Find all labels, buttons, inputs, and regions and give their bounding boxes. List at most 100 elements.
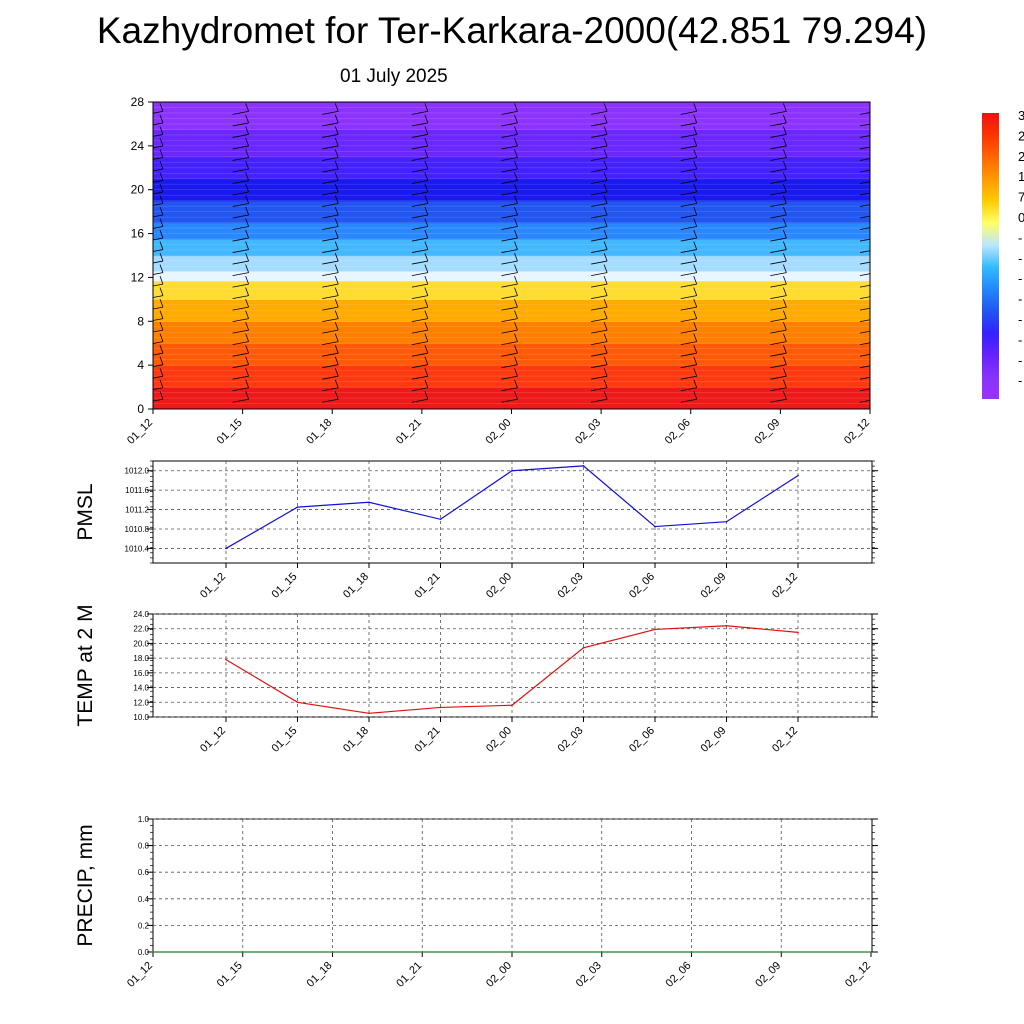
y-tick-label: 24.0 <box>133 610 149 619</box>
wind-barb <box>770 287 787 300</box>
wind-barb-flag <box>245 333 249 342</box>
wind-barb-flag <box>245 229 249 239</box>
wind-barb-shaft <box>501 295 518 300</box>
x-tick-label: 02_00 <box>484 571 514 601</box>
temperature-band-12 <box>153 156 870 180</box>
wind-barb <box>770 391 787 403</box>
wind-barb-flag <box>783 333 787 342</box>
wind-barb-shaft <box>501 352 518 357</box>
wind-barb-shaft <box>859 112 870 115</box>
wind-barb-flag <box>873 391 876 399</box>
wind-barb-shaft <box>591 249 608 253</box>
wind-barb <box>232 345 249 357</box>
wind-barb-shaft <box>859 319 870 323</box>
wind-barb <box>859 181 870 184</box>
wind-barb <box>770 206 787 219</box>
wind-barb-shaft <box>322 272 339 276</box>
wind-barb-shaft <box>859 365 870 369</box>
wind-barb <box>232 241 249 253</box>
x-tick-label: 01_21 <box>394 960 424 990</box>
y-tick-label: 0.4 <box>138 895 150 904</box>
colorbar-label: - <box>1018 332 1022 347</box>
wind-barb <box>859 227 870 230</box>
wind-barb-flag <box>159 137 164 147</box>
wind-barb <box>501 103 518 115</box>
wind-barb-shaft <box>232 260 249 265</box>
wind-barb-flag <box>783 160 787 170</box>
wind-barb-shaft <box>232 122 249 127</box>
wind-barb-flag <box>424 229 429 239</box>
wind-barb-shaft <box>591 260 608 265</box>
wind-barb-flag <box>424 218 429 227</box>
wind-barb-flag <box>424 241 429 250</box>
wind-barb-shaft <box>859 250 870 253</box>
wind-barb-flag <box>603 160 608 170</box>
temperature-band-7 <box>153 255 870 272</box>
wind-barb-shaft <box>591 111 608 115</box>
wind-barb-flag <box>159 195 164 204</box>
data-point <box>582 647 585 649</box>
wind-barb-flag <box>514 241 518 250</box>
wind-barb-flag <box>783 379 787 388</box>
wind-barb <box>591 322 608 334</box>
wind-barb-flag <box>603 137 608 147</box>
wind-barb <box>322 356 339 369</box>
wind-barb-shaft <box>680 352 697 357</box>
wind-barb <box>153 333 164 344</box>
wind-barb-flag <box>334 356 339 365</box>
wind-barb-shaft <box>232 145 249 150</box>
wind-barb-shaft <box>770 272 787 276</box>
wind-barb <box>322 195 339 207</box>
wind-barb <box>501 275 518 288</box>
wind-barb-shaft <box>153 237 164 241</box>
wind-barb <box>153 264 164 275</box>
wind-barb <box>859 391 876 403</box>
wind-barb <box>770 137 787 150</box>
wind-barb <box>322 298 339 311</box>
wind-barb <box>411 287 429 300</box>
wind-barb <box>680 149 698 161</box>
wind-barb-shaft <box>501 237 518 242</box>
wind-barb-flag <box>514 391 518 400</box>
x-tick-label: 02_00 <box>484 725 514 755</box>
wind-barb-flag <box>245 252 249 262</box>
wind-barb-shaft <box>501 398 518 403</box>
wind-barb-flag <box>424 287 429 296</box>
wind-barb <box>680 379 698 392</box>
wind-barb-shaft <box>411 134 428 138</box>
wind-barb-flag <box>159 149 164 158</box>
wind-barb-flag <box>514 126 518 135</box>
wind-barb-flag <box>514 368 518 377</box>
wind-barb-shaft <box>411 387 428 392</box>
wind-barb <box>501 229 518 242</box>
wind-barb-shaft <box>232 283 249 288</box>
wind-barb-shaft <box>153 260 164 264</box>
wind-barb-shaft <box>859 158 870 161</box>
x-tick-label: 02_06 <box>663 417 693 447</box>
wind-barb <box>153 391 164 402</box>
wind-barb-flag <box>783 322 787 331</box>
wind-barb-flag <box>334 333 339 342</box>
wind-barb-flag <box>693 275 698 285</box>
wind-barb-flag <box>334 229 339 239</box>
wind-barb-shaft <box>501 283 518 288</box>
wind-barb <box>322 183 339 196</box>
wind-barb-shaft <box>859 399 870 403</box>
wind-barb <box>411 241 429 253</box>
wind-barb <box>153 126 164 137</box>
data-point <box>654 525 656 528</box>
wind-barb-flag <box>245 275 249 285</box>
wind-barb-shaft <box>591 352 608 357</box>
wind-barb <box>859 273 870 276</box>
wind-barb-flag <box>783 275 787 285</box>
wind-barb-shaft <box>232 203 249 207</box>
wind-barb <box>859 250 870 253</box>
wind-barb-shaft <box>153 283 164 287</box>
wind-barb-flag <box>693 195 698 204</box>
wind-barb <box>591 275 608 288</box>
data-point <box>797 631 799 634</box>
data-point <box>296 701 299 704</box>
wind-barb <box>501 298 518 311</box>
wind-barb-shaft <box>859 388 870 392</box>
y-tick-label: 4 <box>137 358 144 372</box>
